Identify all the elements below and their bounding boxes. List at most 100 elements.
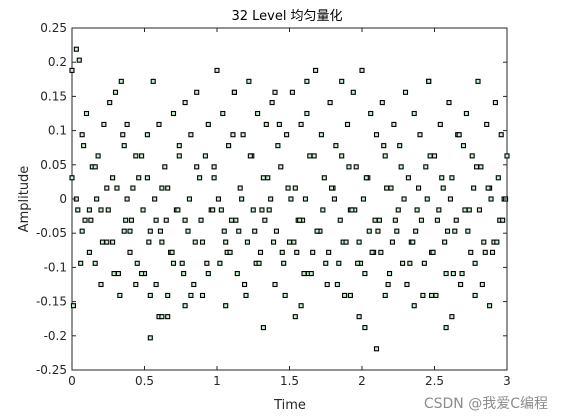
data-point xyxy=(133,281,139,288)
x-tick-label: 0 xyxy=(68,374,76,388)
data-point xyxy=(111,271,117,277)
data-point xyxy=(144,132,150,138)
data-point xyxy=(489,249,496,255)
data-point xyxy=(211,164,217,170)
data-point xyxy=(310,249,316,255)
data-point xyxy=(472,260,478,266)
data-point xyxy=(424,196,430,202)
data-point xyxy=(162,164,168,170)
data-point xyxy=(147,292,153,298)
data-point xyxy=(349,207,355,213)
data-point xyxy=(69,175,75,181)
data-point xyxy=(397,143,403,149)
y-tick-label: 0 xyxy=(59,192,67,206)
data-point xyxy=(304,110,310,117)
data-point xyxy=(279,249,285,255)
data-point xyxy=(346,164,352,170)
y-tick-label: -0.05 xyxy=(36,226,67,240)
data-point xyxy=(327,100,333,106)
data-point xyxy=(223,303,229,309)
data-point xyxy=(255,110,261,117)
data-point xyxy=(260,175,266,181)
data-point xyxy=(288,196,294,202)
data-point xyxy=(482,249,488,255)
data-point xyxy=(418,217,425,223)
data-point xyxy=(362,271,368,277)
data-point xyxy=(462,207,468,213)
data-point xyxy=(423,164,429,170)
data-point xyxy=(146,239,152,245)
data-point xyxy=(247,153,253,159)
data-point xyxy=(476,207,483,213)
data-point xyxy=(231,89,237,95)
data-point xyxy=(411,303,417,309)
data-point xyxy=(202,153,208,159)
data-point xyxy=(460,143,467,149)
data-point xyxy=(298,121,304,127)
data-point xyxy=(291,239,297,245)
data-point xyxy=(318,132,324,138)
data-point xyxy=(94,196,100,202)
data-point xyxy=(170,260,177,266)
data-point xyxy=(101,121,107,127)
data-point xyxy=(381,143,387,149)
data-point xyxy=(334,281,340,288)
data-point xyxy=(153,281,159,288)
data-point xyxy=(92,164,98,170)
data-point xyxy=(382,292,388,298)
data-point xyxy=(70,303,76,309)
data-point xyxy=(120,132,126,138)
data-point xyxy=(127,228,133,234)
data-point xyxy=(76,57,82,63)
chart-title: 32 Level 均匀量化 xyxy=(231,9,342,24)
data-point xyxy=(214,67,220,73)
data-point xyxy=(95,153,101,159)
data-point xyxy=(395,207,401,213)
data-point xyxy=(504,153,510,159)
data-point xyxy=(479,281,485,288)
data-point xyxy=(228,217,235,223)
data-point xyxy=(79,132,85,138)
data-point xyxy=(186,196,192,202)
data-point xyxy=(449,314,455,320)
data-point xyxy=(481,239,487,245)
data-point xyxy=(205,121,211,127)
data-point xyxy=(443,271,449,277)
data-point xyxy=(339,78,345,84)
data-point xyxy=(105,207,111,213)
data-point xyxy=(188,132,194,138)
data-point xyxy=(211,175,217,181)
data-point xyxy=(360,196,367,202)
data-point xyxy=(269,100,275,106)
data-point xyxy=(133,153,139,159)
y-tick-label: 0.2 xyxy=(48,55,67,69)
data-point xyxy=(73,46,79,52)
data-point xyxy=(79,228,85,234)
data-point xyxy=(104,185,110,191)
data-point xyxy=(272,89,278,95)
data-point xyxy=(394,228,400,234)
data-point xyxy=(246,78,252,84)
data-point xyxy=(88,217,94,223)
data-point xyxy=(343,239,349,245)
data-point xyxy=(484,121,490,127)
watermark-text: CSDN @我爱C编程 xyxy=(423,396,548,412)
data-point xyxy=(356,314,362,320)
y-tick-label: 0.05 xyxy=(40,158,67,172)
data-point xyxy=(78,260,84,266)
data-point xyxy=(350,89,356,95)
data-point xyxy=(128,217,134,223)
data-point xyxy=(373,132,380,138)
data-point xyxy=(421,260,427,266)
data-point xyxy=(415,185,422,191)
data-point xyxy=(336,260,342,266)
data-point xyxy=(379,100,385,106)
data-point xyxy=(388,185,394,191)
data-point xyxy=(118,78,124,84)
data-point xyxy=(194,164,200,170)
data-point xyxy=(453,217,459,223)
data-point xyxy=(250,207,256,213)
data-point xyxy=(121,228,127,234)
y-tick-label: -0.25 xyxy=(36,363,67,377)
data-point xyxy=(382,153,388,159)
